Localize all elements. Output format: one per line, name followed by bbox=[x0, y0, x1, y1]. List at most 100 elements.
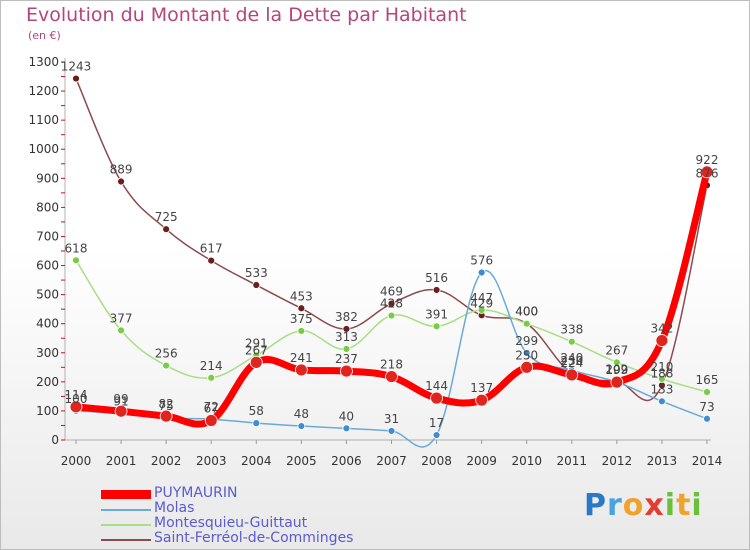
data-point bbox=[297, 304, 306, 313]
legend-label: Montesquieu-Guittaut bbox=[154, 515, 308, 531]
x-tick-label: 2005 bbox=[286, 454, 317, 468]
y-tick-label: 0 bbox=[51, 433, 59, 447]
data-label: 199 bbox=[605, 363, 628, 377]
data-label: 922 bbox=[696, 153, 719, 167]
logo-letter: i bbox=[691, 488, 703, 523]
data-label: 75 bbox=[159, 399, 174, 413]
legend-label: Molas bbox=[154, 500, 195, 516]
legend-label: PUYMAURIN bbox=[154, 485, 238, 501]
logo-letter: i bbox=[664, 488, 677, 523]
y-tick-label: 900 bbox=[36, 171, 59, 185]
data-label: 31 bbox=[384, 412, 399, 426]
data-point bbox=[520, 360, 534, 374]
data-label: 1243 bbox=[61, 60, 92, 74]
data-label: 382 bbox=[335, 310, 358, 324]
logo-letter: P bbox=[584, 488, 607, 523]
data-label: 133 bbox=[650, 382, 673, 396]
data-label: 516 bbox=[425, 271, 448, 285]
logo-letter: x bbox=[644, 488, 665, 523]
chart-axes: 0 100 200 300 400 500 600 700 800 900 1000 1100 1200… bbox=[28, 55, 722, 468]
data-point bbox=[658, 375, 666, 383]
data-label: 188 bbox=[650, 366, 673, 380]
y-tick-label: 1100 bbox=[28, 113, 59, 127]
data-label: 48 bbox=[294, 407, 309, 421]
data-label: 137 bbox=[470, 381, 493, 395]
data-label: 725 bbox=[155, 210, 178, 224]
data-point bbox=[342, 424, 351, 433]
data-label: 202 bbox=[605, 362, 628, 376]
x-tick-label: 2012 bbox=[602, 454, 633, 468]
data-label: 58 bbox=[249, 404, 264, 418]
x-tick-label: 2011 bbox=[557, 454, 588, 468]
data-label: 241 bbox=[290, 351, 313, 365]
data-point bbox=[385, 370, 398, 384]
y-tick-label: 500 bbox=[36, 288, 59, 302]
y-tick-label: 1200 bbox=[28, 84, 59, 98]
data-point bbox=[432, 322, 441, 331]
x-tick-label: 2009 bbox=[466, 454, 497, 468]
data-point bbox=[297, 422, 306, 430]
data-point bbox=[387, 299, 396, 308]
data-point bbox=[114, 404, 128, 418]
data-label: 99 bbox=[113, 392, 128, 406]
data-label: 73 bbox=[699, 400, 714, 414]
series-line bbox=[75, 269, 708, 448]
chart-data-labels: 114 99 82 67 267 241 237 218 144 137 250 224 199 342 9… bbox=[61, 60, 719, 430]
y-tick-label: 800 bbox=[36, 200, 59, 214]
data-label: 400 bbox=[515, 305, 538, 319]
data-point bbox=[700, 165, 714, 179]
data-point bbox=[294, 363, 308, 377]
data-label: 144 bbox=[425, 379, 448, 393]
data-label: 214 bbox=[200, 359, 223, 373]
legend-swatch bbox=[101, 539, 151, 541]
data-point bbox=[249, 355, 263, 369]
data-point bbox=[159, 409, 173, 423]
data-point bbox=[72, 256, 80, 265]
logo-letter: o bbox=[622, 488, 645, 523]
data-point bbox=[69, 400, 83, 414]
data-label: 469 bbox=[380, 285, 403, 299]
data-label: 618 bbox=[65, 241, 88, 255]
legend-label: Saint-Ferréol-de-Comminges bbox=[154, 530, 354, 546]
data-label: 72 bbox=[204, 400, 219, 414]
x-tick-label: 2003 bbox=[196, 454, 227, 468]
data-label: 342 bbox=[650, 322, 673, 336]
x-tick-label: 2004 bbox=[241, 454, 272, 468]
data-label: 218 bbox=[380, 358, 403, 372]
data-label: 165 bbox=[696, 373, 719, 387]
proxiti-logo: Proxiti bbox=[584, 488, 703, 523]
y-tick-label: 1000 bbox=[28, 142, 59, 156]
data-label: 267 bbox=[245, 343, 268, 357]
data-point bbox=[342, 325, 351, 333]
data-label: 375 bbox=[290, 312, 313, 326]
x-tick-label: 2008 bbox=[421, 454, 452, 468]
x-tick-label: 2010 bbox=[511, 454, 542, 468]
data-label: 82 bbox=[159, 397, 174, 411]
y-tick-label: 600 bbox=[36, 259, 59, 273]
data-point bbox=[162, 225, 171, 234]
data-label: 299 bbox=[515, 334, 538, 348]
x-tick-label: 2002 bbox=[151, 454, 182, 468]
logo-letter: t bbox=[676, 488, 692, 523]
data-label: 240 bbox=[560, 351, 583, 365]
data-label: 17 bbox=[429, 416, 444, 430]
data-point bbox=[72, 74, 80, 83]
data-point bbox=[207, 256, 216, 265]
data-label: 256 bbox=[155, 347, 178, 361]
data-point bbox=[340, 364, 353, 378]
chart-title: Evolution du Montant de la Dette par Hab… bbox=[26, 4, 467, 26]
data-label: 617 bbox=[200, 242, 223, 256]
data-label: 210 bbox=[650, 360, 673, 374]
data-point bbox=[703, 414, 711, 423]
data-point bbox=[252, 281, 261, 289]
data-point bbox=[387, 427, 396, 435]
data-label: 199 bbox=[605, 363, 628, 377]
x-tick-label: 2007 bbox=[376, 454, 407, 468]
data-label: 453 bbox=[290, 289, 313, 303]
data-label: 876 bbox=[696, 166, 719, 180]
data-point bbox=[477, 306, 486, 314]
legend-swatch bbox=[101, 490, 151, 499]
logo-letter: r bbox=[607, 488, 623, 523]
y-tick-label: 700 bbox=[36, 229, 59, 243]
